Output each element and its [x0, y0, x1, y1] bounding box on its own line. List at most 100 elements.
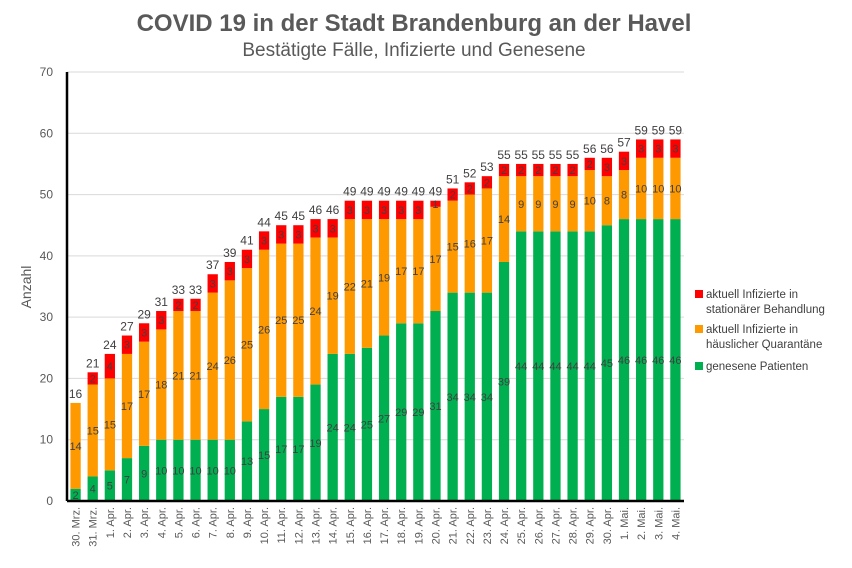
segment-value-label: 16	[464, 239, 476, 251]
segment-value-label: 3	[295, 229, 301, 241]
total-value-label: 57	[617, 136, 631, 150]
y-tick-label: 70	[40, 65, 54, 79]
segment-value-label: 7	[124, 475, 130, 487]
bar-segment	[207, 292, 218, 440]
segment-value-label: 3	[330, 223, 336, 235]
y-tick-label: 60	[40, 126, 54, 140]
bar-segment	[567, 163, 578, 177]
segment-value-label: 3	[261, 236, 267, 248]
total-value-label: 44	[257, 215, 271, 229]
total-value-label: 51	[446, 172, 460, 186]
chart-title: COVID 19 in der Stadt Brandenburg an der…	[137, 10, 692, 37]
segment-value-label: 2	[467, 183, 473, 195]
bar-segment	[567, 176, 578, 232]
bar-segment	[224, 280, 235, 440]
x-tick-label: 19. Apr.	[413, 507, 425, 544]
segment-value-label: 26	[258, 324, 270, 336]
segment-value-label: 2	[73, 490, 79, 502]
segment-value-label: 3	[398, 205, 404, 217]
bar-segment	[430, 311, 441, 501]
bar-segment	[396, 200, 407, 220]
segment-value-label: 44	[566, 361, 578, 373]
bar-segment	[378, 200, 390, 220]
total-value-label: 21	[86, 356, 100, 370]
bar-segment	[618, 151, 630, 171]
total-value-label: 31	[155, 295, 169, 309]
x-tick-label: 2. Apr.	[122, 507, 134, 538]
bar-segment	[156, 439, 167, 501]
segment-value-label: 3	[604, 162, 610, 174]
segment-value-label: 9	[552, 199, 558, 211]
legend-swatch	[695, 290, 703, 298]
bar-segment	[567, 231, 578, 502]
bar-segment	[173, 298, 184, 312]
total-value-label: 45	[275, 209, 289, 223]
x-tick-label: 23. Apr.	[482, 507, 494, 544]
segment-value-label: 10	[155, 465, 167, 477]
segment-value-label: 29	[395, 407, 407, 419]
segment-value-label: 17	[395, 266, 407, 278]
segment-value-label: 44	[532, 361, 544, 373]
bar-segment	[173, 439, 184, 501]
x-tick-label: 1. Apr.	[105, 507, 117, 538]
bar-segment	[601, 225, 613, 501]
segment-value-label: 2	[450, 190, 456, 202]
x-tick-label: 4. Apr.	[156, 507, 168, 538]
segment-value-label: 34	[464, 392, 476, 404]
bar-segment	[481, 292, 493, 501]
segment-value-label: 17	[138, 389, 150, 401]
bar-segment	[618, 219, 630, 502]
bar-segment	[310, 237, 321, 385]
x-tick-label: 13. Apr.	[311, 507, 323, 544]
bar-segment	[293, 243, 304, 397]
bar-segment	[378, 335, 390, 501]
bar-segment	[636, 157, 647, 220]
segment-value-label: 21	[361, 278, 373, 290]
legend-swatch	[695, 362, 703, 370]
bar-segment	[344, 219, 355, 354]
segment-value-label: 34	[447, 392, 459, 404]
segment-value-label: 15	[87, 426, 99, 438]
x-tick-label: 24. Apr.	[499, 507, 511, 544]
bar-segment	[241, 249, 253, 269]
segment-value-label: 27	[378, 413, 390, 425]
total-value-label: 27	[120, 320, 134, 334]
segment-value-label: 17	[121, 401, 133, 413]
bar-segment	[344, 200, 355, 220]
segment-value-label: 15	[104, 419, 116, 431]
total-value-label: 39	[223, 246, 237, 260]
bar-segment	[276, 243, 287, 397]
total-value-label: 33	[189, 283, 203, 297]
segment-value-label: 46	[669, 355, 681, 367]
segment-value-label: 14	[498, 214, 510, 226]
bar-segment	[104, 378, 115, 471]
segment-value-label: 8	[621, 190, 627, 202]
segment-value-label: 3	[364, 205, 370, 217]
bar-segment	[430, 206, 441, 312]
segment-value-label: 10	[189, 465, 201, 477]
x-tick-label: 4. Mai.	[670, 507, 682, 540]
segment-value-label: 3	[124, 340, 130, 352]
total-value-label: 53	[480, 160, 494, 174]
y-tick-label: 40	[40, 249, 54, 263]
bar-segment	[361, 200, 373, 220]
segment-value-label: 3	[158, 315, 164, 327]
bar-segment	[361, 219, 373, 348]
total-value-label: 29	[137, 307, 151, 321]
bar-segment	[653, 219, 664, 502]
legend-label: genesene Patienten	[706, 361, 808, 373]
bar-segment	[447, 292, 458, 501]
x-tick-label: 29. Apr.	[585, 507, 597, 544]
bar-segment	[464, 292, 475, 501]
bar-segment	[447, 200, 458, 293]
bar-segment	[276, 396, 287, 501]
bar-segment	[653, 157, 664, 220]
total-value-label: 56	[600, 142, 614, 156]
bar-segment	[138, 445, 150, 501]
bar-segment	[344, 353, 355, 501]
segment-value-label: 44	[515, 361, 527, 373]
legend-swatch	[695, 325, 703, 333]
segment-value-label: 3	[210, 278, 216, 290]
segment-value-label: 17	[292, 444, 304, 456]
x-tick-label: 6. Apr.	[191, 507, 203, 538]
